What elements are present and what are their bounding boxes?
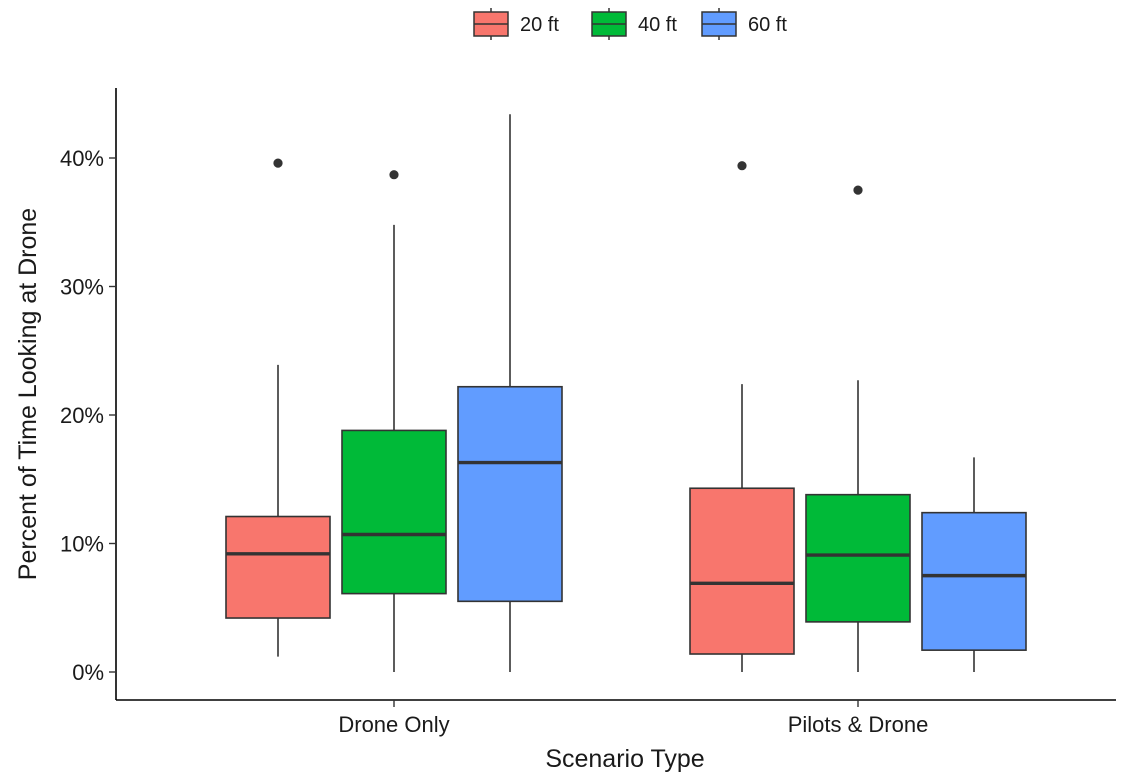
legend-item: 20 ft — [474, 8, 559, 40]
box-60ft-0 — [458, 114, 562, 672]
box-iqr — [922, 513, 1026, 650]
y-tick-label: 0% — [72, 660, 104, 685]
y-tick-label: 10% — [60, 532, 104, 557]
x-tick-label: Pilots & Drone — [788, 712, 929, 737]
x-tick-label: Drone Only — [338, 712, 449, 737]
box-iqr — [690, 488, 794, 654]
box-iqr — [226, 517, 330, 619]
box-20ft-0 — [226, 159, 330, 657]
y-tick-label: 40% — [60, 146, 104, 171]
plot-area — [226, 114, 1026, 672]
legend: 20 ft 40 ft 60 ft — [474, 8, 787, 40]
box-40ft-1 — [806, 186, 910, 672]
outlier-point — [853, 186, 862, 195]
legend-item: 60 ft — [702, 8, 787, 40]
box-iqr — [342, 430, 446, 593]
legend-label: 40 ft — [638, 14, 677, 36]
box-iqr — [458, 387, 562, 602]
x-axis-title: Scenario Type — [545, 745, 704, 773]
outlier-point — [273, 159, 282, 168]
y-axis-title: Percent of Time Looking at Drone — [14, 208, 42, 580]
y-tick-label: 30% — [60, 275, 104, 300]
box-40ft-0 — [342, 170, 446, 672]
outlier-point — [389, 170, 398, 179]
box-60ft-1 — [922, 457, 1026, 672]
box-iqr — [806, 495, 910, 622]
legend-label: 20 ft — [520, 14, 559, 36]
legend-label: 60 ft — [748, 14, 787, 36]
legend-item: 40 ft — [592, 8, 677, 40]
outlier-point — [737, 161, 746, 170]
x-ticks: Drone Only Pilots & Drone — [338, 700, 928, 737]
y-ticks: 0% 10% 20% 30% 40% — [60, 146, 116, 685]
box-20ft-1 — [690, 161, 794, 672]
y-tick-label: 20% — [60, 403, 104, 428]
